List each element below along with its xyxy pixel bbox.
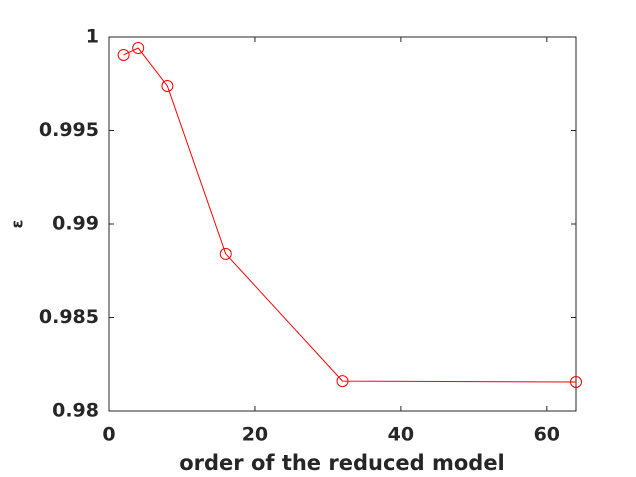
- data-line: [123, 47, 577, 383]
- plot-frame: [108, 36, 577, 412]
- y-axis-label: ε: [8, 220, 27, 229]
- y-tick-label: 0.98: [52, 400, 99, 422]
- y-tick-label: 1: [86, 26, 99, 48]
- x-tick-label: 0: [102, 424, 115, 446]
- y-tick-label: 0.99: [52, 213, 99, 235]
- x-tick-label: 20: [242, 424, 268, 446]
- data-marker: [117, 48, 130, 61]
- data-marker: [570, 376, 582, 389]
- data-marker: [132, 42, 145, 55]
- y-tick-label: 0.995: [39, 119, 99, 141]
- x-tick-label: 60: [534, 424, 560, 446]
- data-marker: [336, 375, 349, 388]
- data-marker: [219, 247, 232, 260]
- x-axis-label: order of the reduced model: [179, 451, 505, 475]
- y-tick-label: 0.985: [39, 306, 99, 328]
- x-tick-label: 40: [388, 424, 414, 446]
- data-marker: [161, 79, 174, 92]
